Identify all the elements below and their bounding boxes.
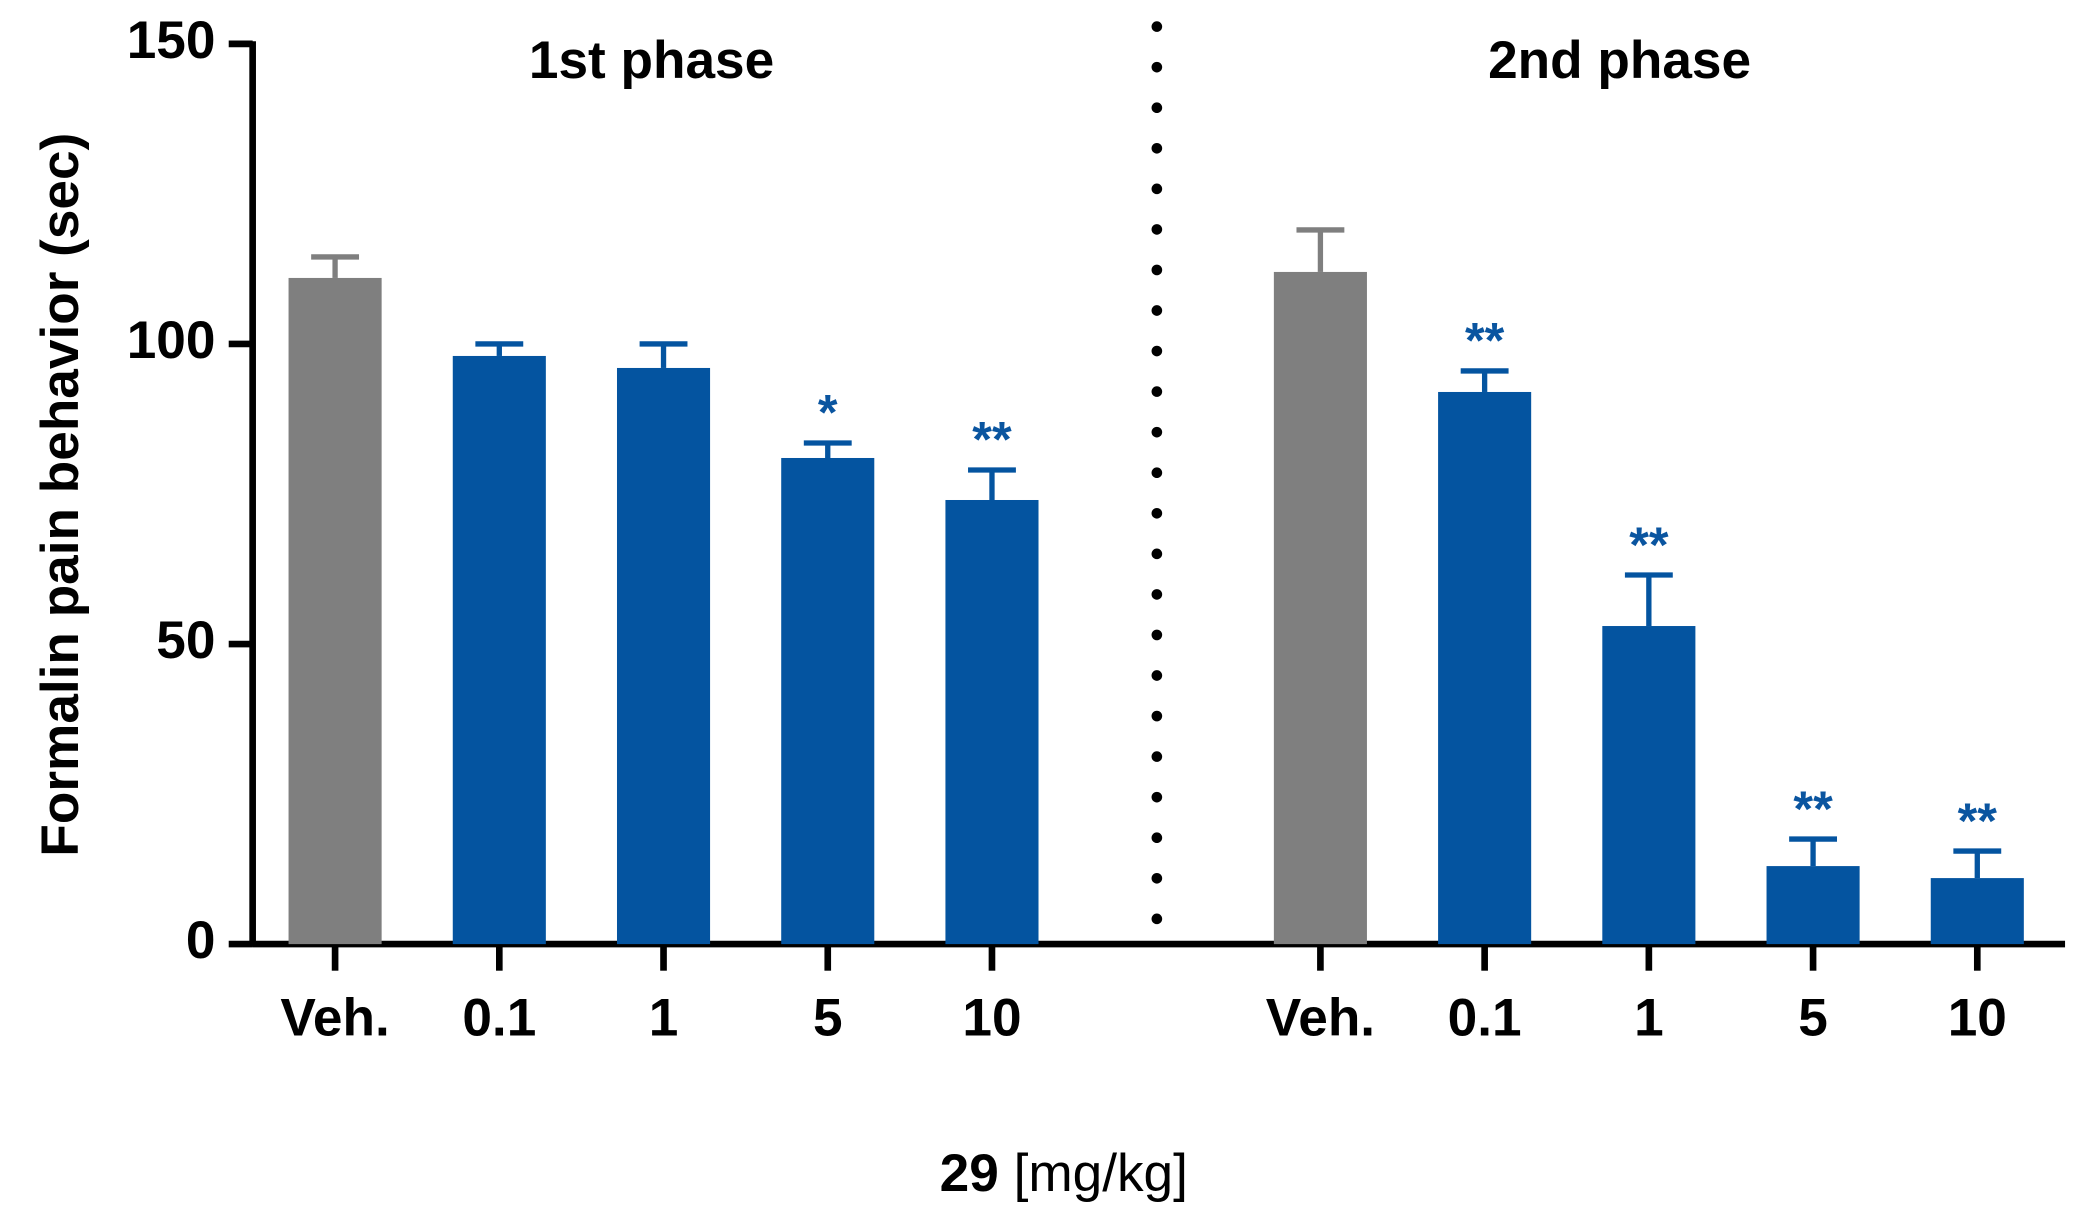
significance-label: ** [1629, 516, 1669, 573]
x-tick-label: 5 [1798, 988, 1828, 1047]
x-tick-label: Veh. [1266, 988, 1375, 1047]
bar [1766, 866, 1860, 945]
bar [1602, 626, 1696, 945]
bar [616, 367, 711, 945]
group-title: 1st phase [529, 31, 774, 90]
x-tick-label: 10 [1948, 988, 2007, 1047]
unit: [mg/kg] [1014, 1144, 1188, 1203]
group-title: 2nd phase [1488, 31, 1751, 90]
significance-label: ** [1793, 780, 1833, 837]
significance-label: ** [972, 411, 1012, 468]
x-axis-label: 29 [mg/kg] [940, 1144, 1188, 1203]
bar [1273, 271, 1367, 945]
x-tick-label: 1 [649, 988, 679, 1047]
significance-label: * [818, 384, 838, 441]
bar [288, 277, 382, 945]
bar [945, 499, 1039, 945]
x-tick-label: 5 [813, 988, 843, 1047]
x-tick-label: Veh. [280, 988, 389, 1047]
bar [452, 355, 546, 945]
bar [781, 457, 875, 945]
y-tick-label: 50 [156, 611, 215, 670]
significance-label: ** [1958, 792, 1998, 849]
x-tick-label: 1 [1634, 988, 1664, 1047]
y-tick-label: 150 [127, 11, 216, 70]
x-tick-label: 10 [962, 988, 1021, 1047]
compound: 29 [940, 1144, 999, 1203]
x-tick-label: 0.1 [1448, 988, 1522, 1047]
bar [1930, 878, 2024, 945]
x-tick-label: 0.1 [462, 988, 536, 1047]
significance-label: ** [1465, 312, 1505, 369]
y-axis-label: Formalin pain behavior (sec) [31, 133, 90, 857]
y-tick-label: 0 [186, 911, 216, 970]
y-tick-label: 100 [127, 311, 216, 370]
bar [1438, 391, 1532, 945]
